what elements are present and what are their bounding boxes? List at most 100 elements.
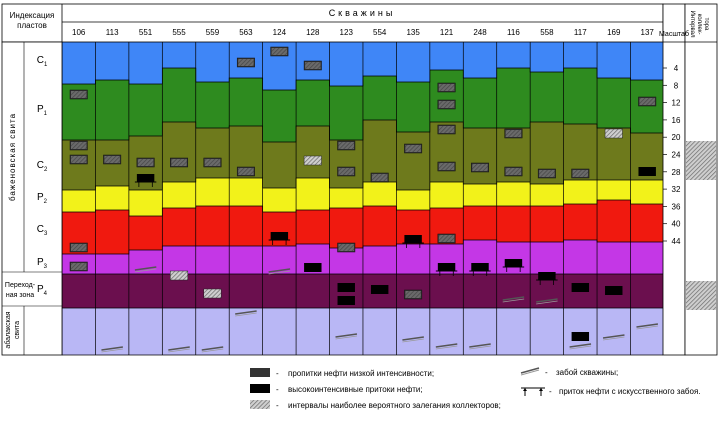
legend-low-icon xyxy=(250,368,270,377)
layer-band-abalak-well-558 xyxy=(530,308,564,355)
layer-band-P2-well-117 xyxy=(563,180,598,204)
well-label-116: 116 xyxy=(507,28,520,37)
well-bottom-marker-shadow xyxy=(235,312,257,317)
layer-band-C1-well-123 xyxy=(329,42,364,86)
layer-band-P3-well-137 xyxy=(630,242,665,274)
well-label-563: 563 xyxy=(239,28,253,37)
layer-band-P2-well-559 xyxy=(195,178,230,206)
layer-band-C1-well-137 xyxy=(630,42,665,80)
layer-band-C1-well-117 xyxy=(563,42,598,68)
low-intensity-marker-texture xyxy=(204,159,221,166)
layer-band-abalak-well-551 xyxy=(128,308,163,355)
interval-header-line3: тора xyxy=(703,18,709,31)
scale-header: Масштаб xyxy=(659,30,689,38)
layer-band-P3-well-555 xyxy=(162,246,197,274)
layer-band-abalak-well-113 xyxy=(95,308,130,355)
scale-tick-24: 24 xyxy=(672,151,681,160)
well-bottom-marker-shadow xyxy=(168,348,190,353)
layer-band-C3-well-128 xyxy=(296,210,330,244)
layer-band-P1-well-121 xyxy=(429,70,464,122)
well-bottom-marker xyxy=(402,336,424,341)
layer-band-C3-well-113 xyxy=(95,210,130,254)
scale-tick-12: 12 xyxy=(672,99,681,108)
layer-band-P2-well-555 xyxy=(162,182,197,208)
well-bottom-marker xyxy=(134,266,157,271)
layer-band-C1-well-551 xyxy=(128,42,163,84)
layer-band-P2-well-554 xyxy=(362,182,397,206)
low-intensity-marker-texture xyxy=(137,159,154,166)
layer-band-P1-well-248 xyxy=(463,78,498,128)
layer-label-P2: P2 xyxy=(37,192,48,205)
layer-bands xyxy=(62,42,665,355)
low-intensity-marker-texture xyxy=(171,159,187,166)
layer-band-P1-well-123 xyxy=(329,86,364,140)
well-bottom-marker-shadow xyxy=(402,338,424,343)
layer-band-abalak-well-123 xyxy=(329,308,364,355)
scale-columns: Масштаб Интервал коллек- тора xyxy=(659,3,718,356)
low-intensity-marker-texture xyxy=(572,170,589,177)
well-bottom-marker xyxy=(469,343,491,348)
layer-band-abalak-well-137 xyxy=(630,308,665,355)
low-intensity-marker-texture xyxy=(71,244,87,251)
interval-header-line2: коллек- xyxy=(696,14,702,35)
layer-labels: C1 P1 C2 P2 C3 P3 P4 xyxy=(37,55,48,297)
layer-band-P1-well-124 xyxy=(262,90,297,142)
legend-bottom-label: забой скважины; xyxy=(556,368,618,377)
scale-tick-8: 8 xyxy=(674,81,679,90)
layer-band-P3-well-116 xyxy=(496,242,531,274)
well-label-128: 128 xyxy=(306,28,320,37)
svg-text:-: - xyxy=(276,385,279,394)
layer-band-C3-well-558 xyxy=(530,206,564,242)
layer-band-P2-well-128 xyxy=(296,178,330,210)
layer-band-abalak-well-128 xyxy=(296,308,330,355)
well-bottom-marker-shadow xyxy=(201,348,224,353)
layer-band-abalak-well-124 xyxy=(262,308,297,355)
layer-band-C1-well-113 xyxy=(95,42,130,80)
left-header-line1: Индексация xyxy=(10,11,55,20)
layer-band-P4-well-124 xyxy=(262,274,297,308)
well-label-554: 554 xyxy=(373,28,387,37)
layer-band-C2-well-128 xyxy=(296,126,330,178)
formation-transition-line1: Переход- xyxy=(5,282,36,289)
legend-high-icon xyxy=(250,384,270,393)
layer-band-P2-well-113 xyxy=(95,186,130,210)
layer-band-P1-well-128 xyxy=(296,80,330,126)
layer-band-C2-well-135 xyxy=(396,132,431,190)
layer-band-P3-well-117 xyxy=(563,240,598,274)
layer-band-P3-well-554 xyxy=(362,246,397,274)
collector-marker xyxy=(303,155,322,166)
low-intensity-marker-texture xyxy=(305,62,321,69)
oil-markers xyxy=(69,46,659,353)
layer-band-C2-well-554 xyxy=(362,120,397,182)
layer-band-P3-well-113 xyxy=(95,254,130,274)
left-header-line2: пластов xyxy=(17,21,47,30)
high-intensity-marker xyxy=(370,285,389,294)
layer-band-P2-well-563 xyxy=(229,178,264,206)
index-column: баженовская свита Переход- ная зона абал… xyxy=(1,41,63,356)
layer-band-P2-well-137 xyxy=(630,180,665,204)
low-intensity-marker-texture xyxy=(338,168,354,175)
layer-band-abalak-well-563 xyxy=(229,308,264,355)
layer-band-P2-well-248 xyxy=(463,184,498,206)
layer-band-abalak-well-555 xyxy=(162,308,197,355)
formation-abalak-line2: свита xyxy=(14,321,21,339)
low-intensity-marker-texture xyxy=(438,126,455,133)
layer-band-C3-well-123 xyxy=(329,208,364,248)
layer-band-C2-well-124 xyxy=(262,142,297,188)
layer-band-P2-well-116 xyxy=(496,182,531,206)
scale-ticks: 4 8 12 16 20 24 28 32 36 40 44 xyxy=(663,64,681,246)
layer-band-P1-well-169 xyxy=(597,78,631,128)
well-bottom-marker xyxy=(536,298,558,303)
artificial-bottom-marker xyxy=(404,235,422,243)
well-bottom-marker xyxy=(268,268,291,273)
low-intensity-marker-texture xyxy=(438,235,455,242)
layer-band-P3-well-558 xyxy=(530,242,564,274)
layer-band-P4-well-551 xyxy=(128,274,163,308)
artificial-bottom-marker xyxy=(136,174,155,182)
scale-tick-44: 44 xyxy=(672,237,681,246)
well-bottom-marker xyxy=(502,296,525,301)
low-intensity-marker-texture xyxy=(338,244,354,251)
well-bottom-marker-shadow xyxy=(335,335,358,340)
layer-band-P2-well-135 xyxy=(396,190,431,210)
layer-band-C3-well-169 xyxy=(597,200,631,242)
